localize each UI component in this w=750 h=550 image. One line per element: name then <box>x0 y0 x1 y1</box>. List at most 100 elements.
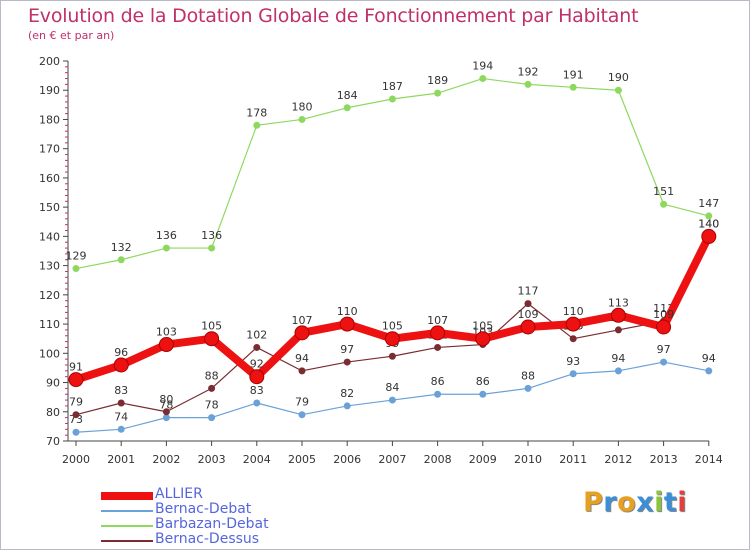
data-point <box>72 411 80 419</box>
data-label: 189 <box>427 74 448 87</box>
data-label: 113 <box>608 296 629 309</box>
data-point <box>158 337 174 353</box>
data-point <box>610 307 626 323</box>
chart-subtitle: (en € et par an) <box>28 29 115 42</box>
data-label: 73 <box>69 413 83 426</box>
data-point <box>113 357 129 373</box>
data-point <box>68 372 84 388</box>
data-point <box>705 212 713 220</box>
data-label: 105 <box>472 320 493 333</box>
data-point <box>339 316 355 332</box>
data-label: 94 <box>295 352 309 365</box>
y-tick-label: 130 <box>39 260 60 273</box>
y-tick-label: 150 <box>39 201 60 214</box>
data-label: 96 <box>114 346 128 359</box>
data-label: 109 <box>653 308 674 321</box>
data-label: 109 <box>518 308 539 321</box>
data-point <box>705 367 713 375</box>
data-point <box>72 265 80 273</box>
data-point <box>208 414 216 422</box>
data-label: 78 <box>205 399 219 412</box>
legend-swatch <box>101 525 153 527</box>
data-point <box>253 343 261 351</box>
data-label: 132 <box>111 241 132 254</box>
data-point <box>298 115 306 123</box>
legend-swatch <box>101 510 153 512</box>
data-label: 147 <box>698 197 719 210</box>
data-label: 136 <box>201 229 222 242</box>
logo-letter: i <box>654 487 664 518</box>
data-label: 86 <box>476 375 490 388</box>
data-point <box>434 343 442 351</box>
data-label: 110 <box>563 305 584 318</box>
data-label: 83 <box>114 384 128 397</box>
data-point <box>660 200 668 208</box>
data-point <box>388 396 396 404</box>
data-label: 191 <box>563 68 584 81</box>
data-label: 88 <box>205 369 219 382</box>
data-label: 151 <box>653 185 674 198</box>
data-point <box>524 80 532 88</box>
legend-label: Barbazan-Debat <box>155 516 269 532</box>
data-point <box>208 384 216 392</box>
data-label: 94 <box>611 352 625 365</box>
data-label: 136 <box>156 229 177 242</box>
data-label: 194 <box>472 60 493 73</box>
chart-title: Evolution de la Dotation Globale de Fonc… <box>28 5 639 27</box>
data-point <box>434 89 442 97</box>
data-point <box>479 75 487 83</box>
data-point <box>162 408 170 416</box>
data-label: 107 <box>427 314 448 327</box>
data-point <box>520 319 536 335</box>
x-tick-label: 2014 <box>695 453 723 466</box>
data-point <box>388 352 396 360</box>
x-tick-label: 2005 <box>288 453 316 466</box>
logo-letter: r <box>603 487 618 518</box>
data-point <box>524 300 532 308</box>
x-tick-label: 2004 <box>243 453 271 466</box>
data-point <box>294 325 310 341</box>
data-label: 180 <box>292 100 313 113</box>
data-label: 74 <box>114 410 128 423</box>
data-label: 187 <box>382 80 403 93</box>
logo-letter: i <box>677 487 688 518</box>
data-point <box>117 256 125 264</box>
data-point <box>524 384 532 392</box>
data-label: 86 <box>431 375 445 388</box>
data-label: 91 <box>69 361 83 374</box>
x-tick-label: 2000 <box>62 453 90 466</box>
x-tick-label: 2006 <box>333 453 361 466</box>
y-tick-label: 90 <box>46 377 60 390</box>
y-tick-label: 100 <box>39 347 60 360</box>
data-point <box>343 402 351 410</box>
data-point <box>430 325 446 341</box>
y-tick-label: 140 <box>39 230 60 243</box>
data-label: 105 <box>201 320 222 333</box>
data-label: 192 <box>518 65 539 78</box>
proxiti-logo: Proxiti <box>583 487 687 518</box>
data-point <box>117 399 125 407</box>
x-tick-label: 2007 <box>378 453 406 466</box>
data-point <box>565 316 581 332</box>
data-label: 84 <box>385 381 399 394</box>
x-tick-label: 2008 <box>424 453 452 466</box>
x-tick-label: 2010 <box>514 453 542 466</box>
data-label: 178 <box>246 106 267 119</box>
data-label: 78 <box>159 399 173 412</box>
y-tick-label: 70 <box>46 435 60 448</box>
y-tick-label: 80 <box>46 406 60 419</box>
y-tick-label: 120 <box>39 289 60 302</box>
data-label: 79 <box>69 396 83 409</box>
data-point <box>343 358 351 366</box>
data-point <box>614 367 622 375</box>
y-tick-label: 180 <box>39 113 60 126</box>
y-tick-label: 200 <box>39 55 60 68</box>
logo-letter: t <box>663 487 678 518</box>
data-point <box>614 326 622 334</box>
data-point <box>208 244 216 252</box>
legend-swatch <box>101 540 153 542</box>
data-point <box>343 104 351 112</box>
data-point <box>569 370 577 378</box>
data-label: 184 <box>337 89 358 102</box>
